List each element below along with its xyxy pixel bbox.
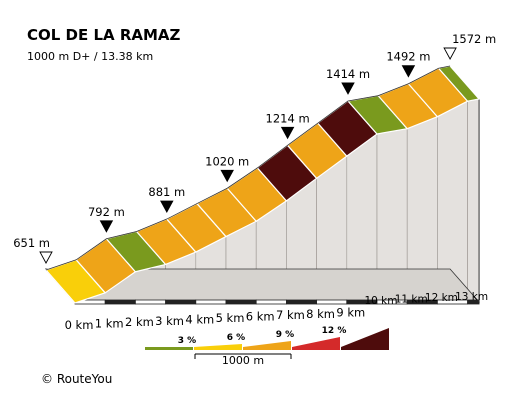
- gradient-legend: 3 % 6 % 9 % 12 % 1000 m: [145, 326, 389, 367]
- profile-base: [45, 99, 480, 305]
- elevation-label-7: 1572 m: [452, 32, 496, 46]
- distance-tick-5: 5 km: [216, 311, 245, 325]
- distance-tick-8: 8 km: [306, 307, 335, 321]
- distance-tick-9: 9 km: [336, 305, 365, 319]
- legend-label-0: 3 %: [178, 336, 196, 346]
- elevation-marker-6: [401, 65, 416, 78]
- distance-ticks: 0 km 1 km 2 km 3 km 4 km 5 km 6 km 7 km 8 km 9 km…: [65, 291, 489, 332]
- legend-swatch-3: [292, 337, 340, 350]
- distance-tick-4: 4 km: [185, 312, 214, 326]
- distance-tick-2: 2 km: [125, 315, 154, 329]
- elevation-marker-1: [99, 220, 114, 233]
- profile-back-edge: [45, 65, 451, 271]
- elevation-label-5: 1414 m: [326, 67, 370, 81]
- distance-tick-1: 1 km: [95, 317, 124, 331]
- elevation-marker-0: [39, 251, 53, 264]
- elevation-label-0: 651 m: [13, 236, 50, 250]
- distance-tick-0: 0 km: [65, 318, 94, 332]
- legend-swatch-2: [243, 341, 291, 350]
- distance-tick-11: 11 km: [395, 294, 428, 306]
- chart-title: COL DE LA RAMAZ: [27, 26, 181, 44]
- elevation-marker-7: [443, 47, 457, 60]
- distance-tick-13: 13 km: [455, 291, 488, 303]
- elevation-marker-5: [341, 82, 355, 95]
- profile-base-km-2: [134, 299, 166, 305]
- distance-tick-7: 7 km: [276, 308, 305, 322]
- legend-swatch-4: [341, 328, 389, 350]
- profile-base-km-1: [104, 299, 136, 305]
- profile-wall-13: [467, 98, 480, 303]
- profile-base-km-3: [165, 299, 197, 305]
- profile-base-km-8: [316, 299, 348, 305]
- elevation-marker-4: [280, 126, 295, 140]
- legend-swatch-1: [194, 344, 242, 350]
- copyright-notice: © RouteYou: [41, 372, 113, 386]
- legend-label-2: 9 %: [276, 330, 294, 340]
- profile-base-km-7: [285, 299, 317, 305]
- chart-subtitle: 1000 m D+ / 13.38 km: [27, 50, 154, 63]
- profile-base-km-5: [225, 299, 257, 305]
- elevation-marker-3: [220, 169, 234, 183]
- legend-scale-label: 1000 m: [222, 354, 264, 367]
- elevation-label-2: 881 m: [148, 185, 185, 199]
- elevation-label-1: 792 m: [88, 205, 125, 219]
- elevation-label-3: 1020 m: [205, 154, 249, 168]
- profile-base-km-4: [195, 299, 227, 305]
- legend-label-3: 12 %: [322, 326, 347, 336]
- distance-tick-3: 3 km: [155, 314, 184, 328]
- elevation-markers: 651 m 792 m 881 m 1020 m 1214 m 1414 m 1492 m 1…: [13, 32, 496, 264]
- elevation-label-6: 1492 m: [386, 50, 430, 64]
- distance-tick-6: 6 km: [246, 310, 275, 324]
- legend-swatch-0: [145, 347, 193, 350]
- elevation-label-4: 1214 m: [266, 111, 310, 125]
- profile-base-km-6: [255, 299, 287, 305]
- distance-tick-10: 10 km: [364, 295, 397, 307]
- legend-label-1: 6 %: [227, 333, 245, 343]
- distance-tick-12: 12 km: [425, 292, 458, 304]
- elevation-marker-2: [160, 200, 174, 213]
- profile-top-segments: [45, 65, 480, 304]
